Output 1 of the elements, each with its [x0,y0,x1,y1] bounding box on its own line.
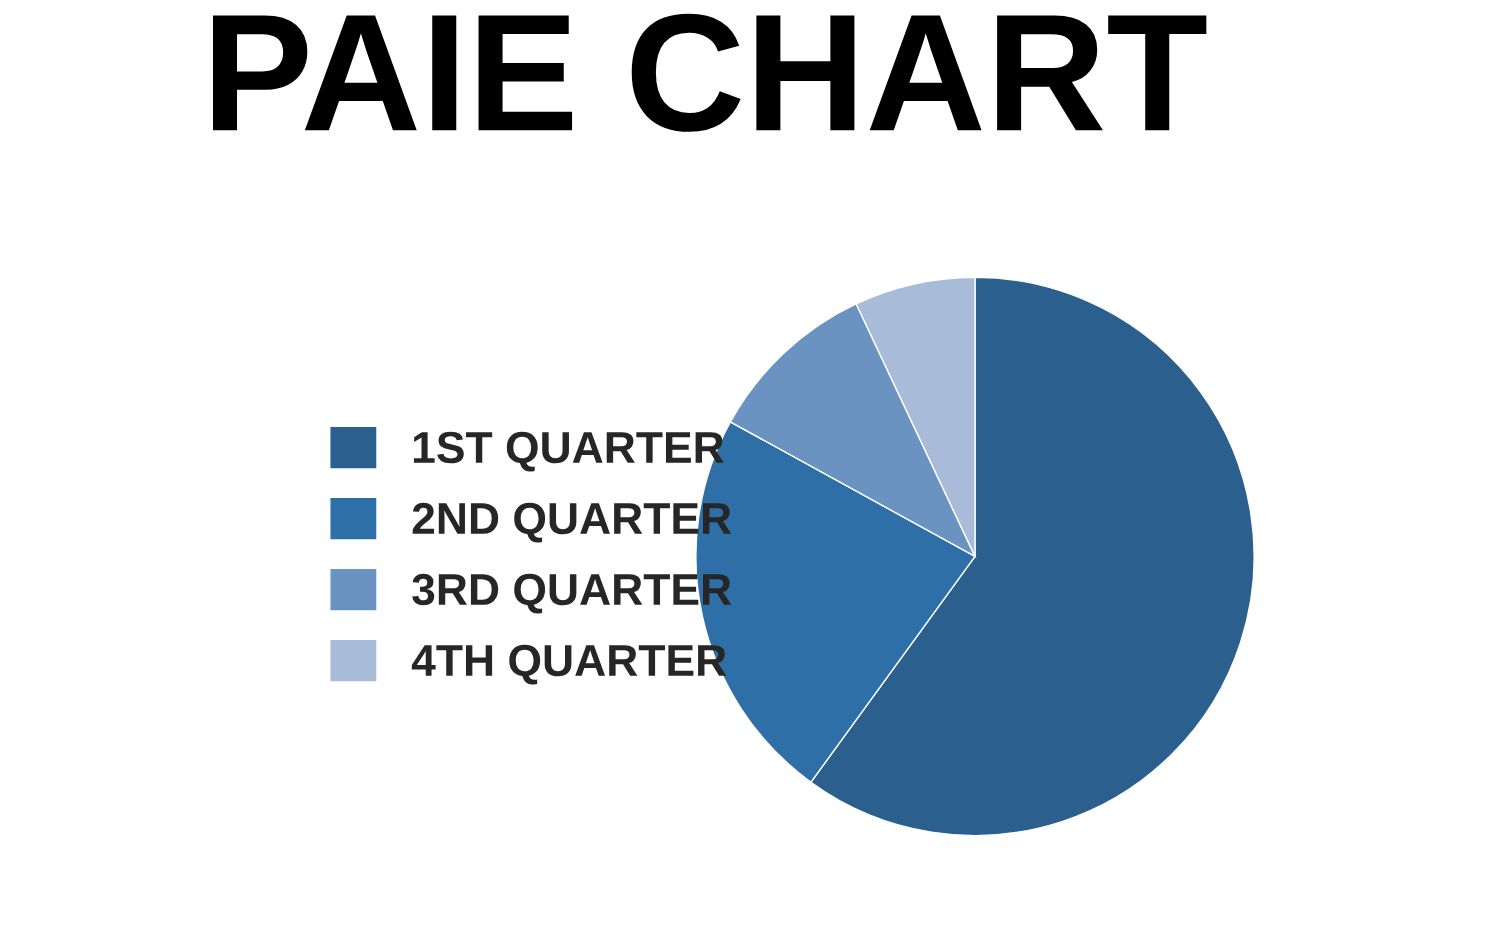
chart-title: PAIE CHART [213,13,1207,132]
